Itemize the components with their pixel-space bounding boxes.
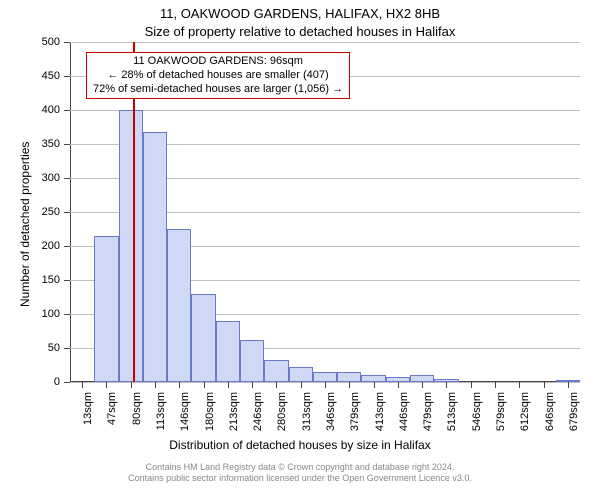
xtick-label: 446sqm [398, 392, 410, 431]
ytick-mark [64, 178, 70, 179]
x-axis-title: Distribution of detached houses by size … [0, 438, 600, 452]
xtick-mark [349, 382, 350, 388]
xtick-label: 612sqm [519, 392, 531, 431]
xtick-label: 413sqm [374, 392, 386, 431]
y-axis-title: Number of detached properties [18, 142, 32, 307]
ytick-label: 250 [42, 206, 60, 218]
xtick-mark [422, 382, 423, 388]
xtick-label: 679sqm [568, 392, 580, 431]
chart-container: 11, OAKWOOD GARDENS, HALIFAX, HX2 8HB Si… [0, 0, 600, 500]
ytick-label: 0 [54, 376, 60, 388]
xtick-mark [155, 382, 156, 388]
xtick-mark [301, 382, 302, 388]
histogram-bar [119, 110, 143, 382]
histogram-bar [361, 375, 385, 382]
xtick-mark [398, 382, 399, 388]
xtick-label: 646sqm [544, 392, 556, 431]
histogram-bar [313, 372, 337, 382]
xtick-mark [374, 382, 375, 388]
ytick-label: 200 [42, 240, 60, 252]
ytick-label: 450 [42, 70, 60, 82]
xtick-mark [568, 382, 569, 388]
histogram-bar [289, 367, 313, 382]
xtick-label: 313sqm [301, 392, 313, 431]
ytick-mark [64, 314, 70, 315]
xtick-mark [131, 382, 132, 388]
xtick-label: 546sqm [471, 392, 483, 431]
ytick-mark [64, 110, 70, 111]
xtick-mark [519, 382, 520, 388]
xtick-label: 479sqm [422, 392, 434, 431]
xtick-mark [471, 382, 472, 388]
ytick-mark [64, 246, 70, 247]
histogram-bar [191, 294, 215, 382]
grid-line [70, 110, 580, 111]
ytick-mark [64, 76, 70, 77]
xtick-label: 346sqm [325, 392, 337, 431]
xtick-label: 379sqm [349, 392, 361, 431]
ytick-label: 300 [42, 172, 60, 184]
grid-line [70, 42, 580, 43]
xtick-mark [446, 382, 447, 388]
xtick-label: 213sqm [228, 392, 240, 431]
xtick-label: 13sqm [82, 392, 94, 425]
ytick-mark [64, 42, 70, 43]
ytick-label: 100 [42, 308, 60, 320]
info-box-line1: 11 OAKWOOD GARDENS: 96sqm [93, 55, 343, 69]
histogram-bar [216, 321, 240, 382]
ytick-mark [64, 212, 70, 213]
page-title-line2: Size of property relative to detached ho… [0, 24, 600, 39]
xtick-label: 280sqm [276, 392, 288, 431]
credits-line2: Contains public sector information licen… [0, 473, 600, 484]
page-title-line1: 11, OAKWOOD GARDENS, HALIFAX, HX2 8HB [0, 6, 600, 21]
ytick-label: 150 [42, 274, 60, 286]
credits: Contains HM Land Registry data © Crown c… [0, 462, 600, 485]
xtick-mark [276, 382, 277, 388]
xtick-mark [179, 382, 180, 388]
histogram-bar [143, 132, 167, 382]
xtick-label: 579sqm [495, 392, 507, 431]
xtick-label: 513sqm [446, 392, 458, 431]
xtick-mark [495, 382, 496, 388]
xtick-mark [252, 382, 253, 388]
histogram-bar [337, 372, 361, 382]
ytick-label: 50 [48, 342, 60, 354]
xtick-mark [82, 382, 83, 388]
histogram-bar [264, 360, 288, 382]
ytick-label: 350 [42, 138, 60, 150]
xtick-label: 80sqm [131, 392, 143, 425]
xtick-label: 180sqm [204, 392, 216, 431]
histogram-bar [240, 340, 264, 382]
ytick-mark [64, 382, 70, 383]
info-box-line2: ← 28% of detached houses are smaller (40… [93, 69, 343, 83]
xtick-mark [228, 382, 229, 388]
xtick-label: 113sqm [155, 392, 167, 430]
ytick-mark [64, 280, 70, 281]
ytick-label: 500 [42, 36, 60, 48]
info-box: 11 OAKWOOD GARDENS: 96sqm ← 28% of detac… [86, 52, 350, 99]
ytick-mark [64, 144, 70, 145]
xtick-label: 146sqm [179, 392, 191, 431]
ytick-label: 400 [42, 104, 60, 116]
histogram-bar [94, 236, 118, 382]
xtick-label: 246sqm [252, 392, 264, 431]
credits-line1: Contains HM Land Registry data © Crown c… [0, 462, 600, 473]
xtick-mark [544, 382, 545, 388]
xtick-mark [204, 382, 205, 388]
ytick-mark [64, 348, 70, 349]
xtick-mark [106, 382, 107, 388]
xtick-label: 47sqm [106, 392, 118, 425]
histogram-bar [410, 375, 434, 382]
xtick-mark [325, 382, 326, 388]
histogram-bar [167, 229, 191, 382]
info-box-line3: 72% of semi-detached houses are larger (… [93, 83, 343, 97]
